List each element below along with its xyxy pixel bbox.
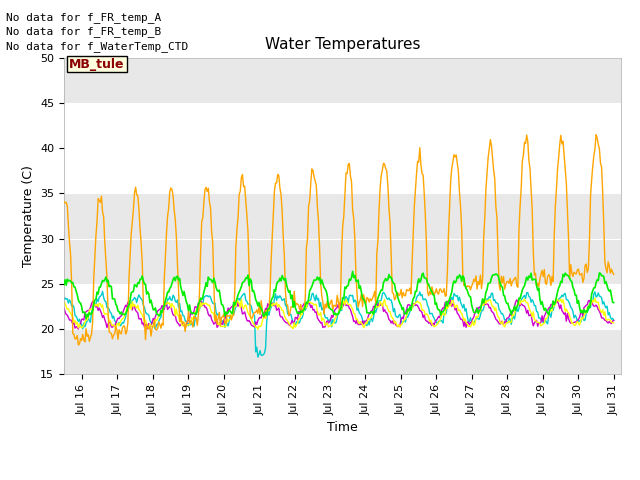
Text: MB_tule: MB_tule (69, 58, 125, 71)
Text: No data for f_FR_temp_B: No data for f_FR_temp_B (6, 26, 162, 37)
X-axis label: Time: Time (327, 421, 358, 434)
Bar (64, 284, 621, 329)
Y-axis label: Temperature (C): Temperature (C) (22, 165, 35, 267)
Text: No data for f_WaterTemp_CTD: No data for f_WaterTemp_CTD (6, 41, 189, 52)
Title: Water Temperatures: Water Temperatures (265, 37, 420, 52)
Bar (64, 103, 621, 193)
Text: No data for f_FR_temp_A: No data for f_FR_temp_A (6, 12, 162, 23)
